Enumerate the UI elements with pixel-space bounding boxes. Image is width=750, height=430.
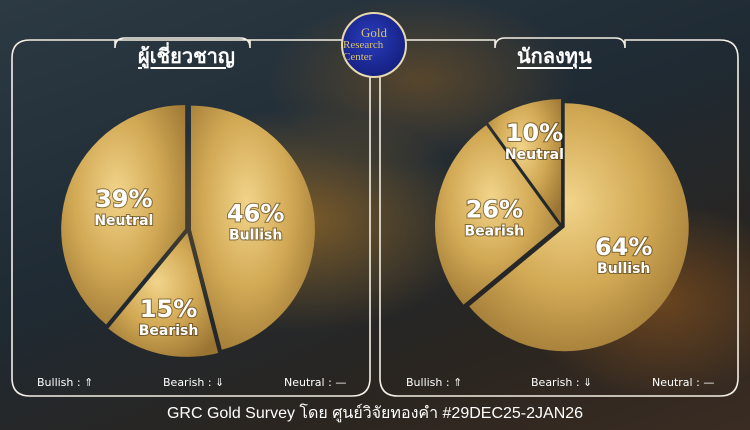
legend-bearish-right: Bearish : ⇓ — [531, 376, 592, 389]
gold-research-center-logo: Gold Research Center — [341, 12, 407, 78]
slice-value-label: 10% — [506, 119, 563, 147]
dash-icon: — — [335, 376, 347, 389]
arrow-down-icon: ⇓ — [215, 376, 225, 389]
slice-value-label: 26% — [466, 195, 523, 223]
arrow-up-icon: ⇑ — [84, 376, 94, 389]
arrow-up-icon: ⇑ — [453, 376, 463, 389]
slice-value-label: 46% — [227, 199, 284, 227]
slice-category-label: Neutral — [505, 147, 564, 163]
right-panel-frame — [379, 37, 739, 397]
legend-neutral-left: Neutral : — — [284, 376, 346, 389]
legend-label: Bullish : — [406, 376, 450, 389]
slice-category-label: Bearish — [139, 323, 199, 339]
expert-panel-title: ผู้เชี่ยวชาญ — [138, 44, 235, 68]
investor-panel-title: นักลงทุน — [517, 44, 592, 68]
pie-slice-neutral — [61, 104, 186, 325]
legend-label: Bearish : — [531, 376, 580, 389]
legend-label: Bullish : — [37, 376, 81, 389]
slice-value-label: 39% — [95, 185, 152, 213]
pie-slice-bearish — [435, 125, 560, 305]
investor-pie-chart: 64%Bullish 26%Bearish 10%Neutral — [435, 99, 689, 352]
logo-text-research-center: Research Center — [343, 39, 384, 63]
arrow-down-icon: ⇓ — [583, 376, 593, 389]
legend-bearish-left: Bearish : ⇓ — [163, 376, 224, 389]
legend-label: Neutral : — [652, 376, 700, 389]
legend-bullish-left: Bullish : ⇑ — [37, 376, 93, 389]
slice-category-label: Bullish — [229, 227, 282, 243]
slice-category-label: Bullish — [597, 261, 650, 277]
slice-value-label: 15% — [140, 295, 197, 323]
legend-neutral-right: Neutral : — — [652, 376, 714, 389]
slice-value-label: 64% — [595, 233, 652, 261]
legend-label: Bearish : — [163, 376, 212, 389]
pie-slice-bullish — [469, 103, 689, 352]
pie-slice-bullish — [190, 105, 315, 350]
legend-label: Neutral : — [284, 376, 332, 389]
logo-text-gold: Gold — [361, 25, 387, 40]
slice-category-label: Bearish — [465, 223, 525, 239]
slice-category-label: Neutral — [94, 213, 153, 229]
pie-slice-neutral — [488, 99, 562, 224]
footer-caption: GRC Gold Survey โดย ศูนย์วิจัยทองคำ #29D… — [166, 405, 584, 422]
expert-pie-chart: 46%Bullish 15%Bearish 39%Neutral — [61, 104, 315, 357]
pie-slice-bearish — [108, 232, 219, 357]
legend-bullish-right: Bullish : ⇑ — [406, 376, 462, 389]
dash-icon: — — [703, 376, 715, 389]
